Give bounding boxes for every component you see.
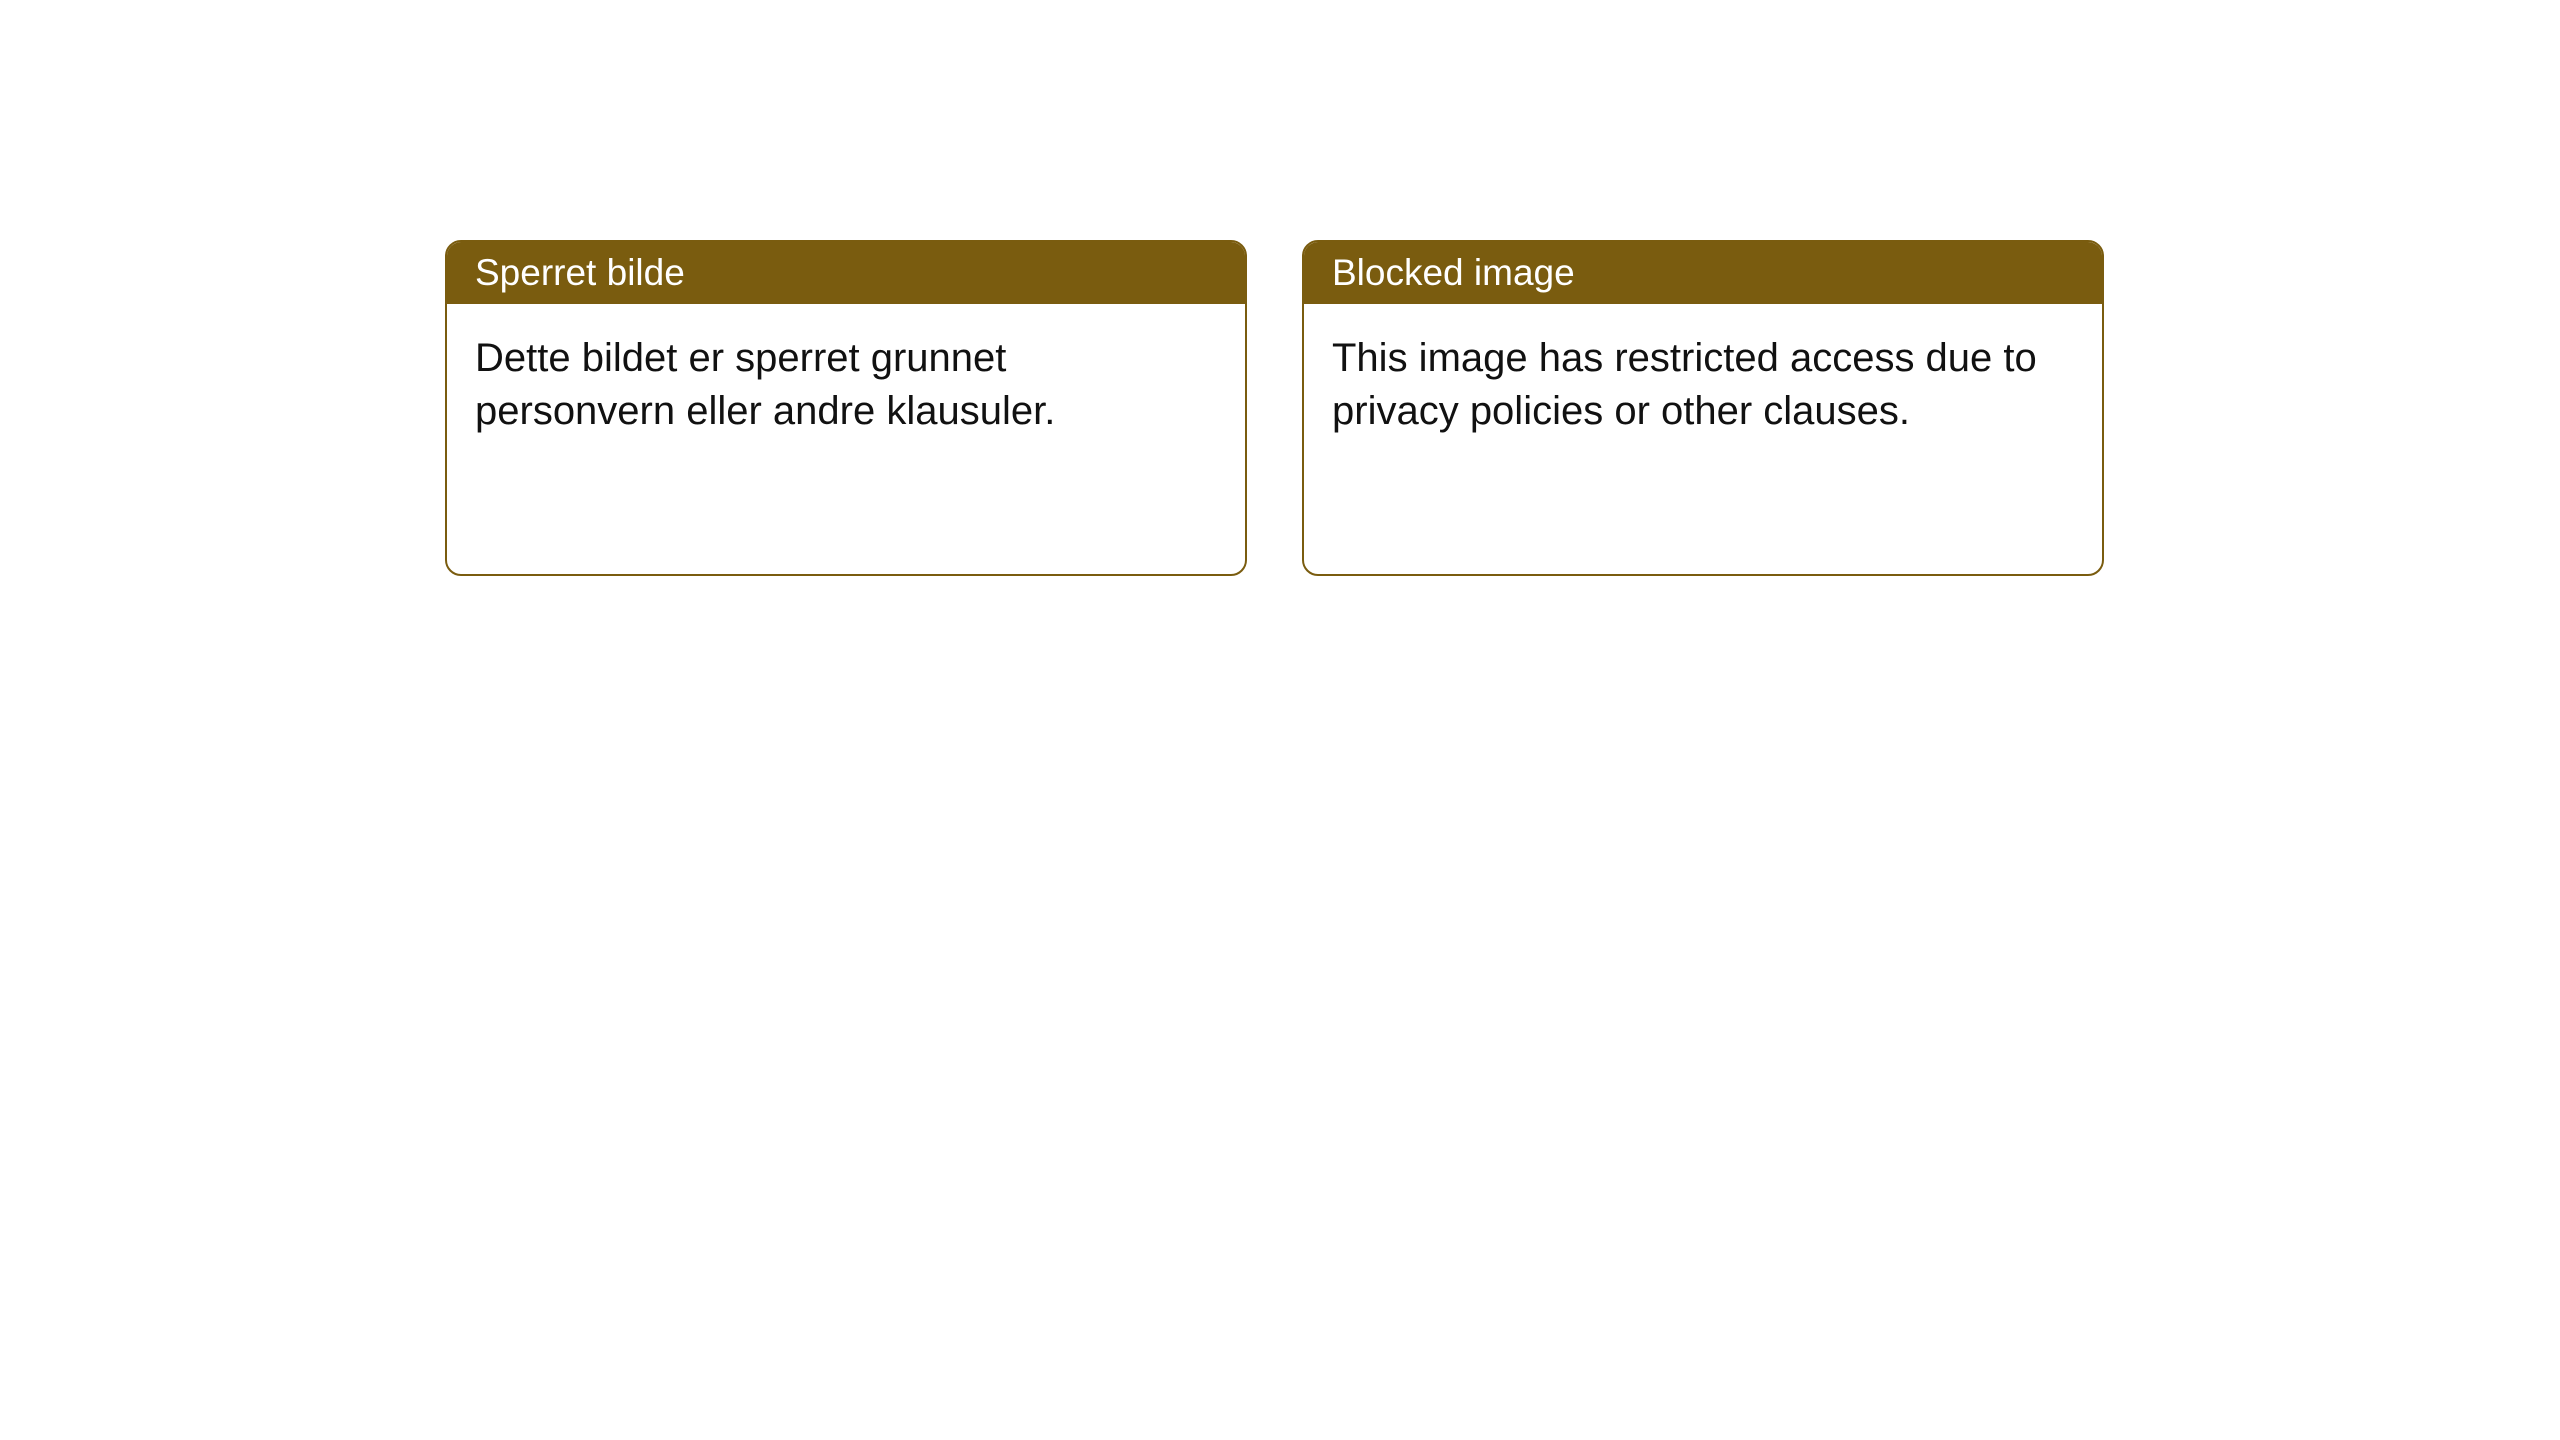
card-header-no: Sperret bilde (447, 242, 1245, 304)
card-text-en: This image has restricted access due to … (1332, 336, 2037, 433)
card-title-no: Sperret bilde (475, 252, 685, 293)
blocked-image-card-en: Blocked image This image has restricted … (1302, 240, 2104, 576)
card-body-en: This image has restricted access due to … (1304, 304, 2102, 574)
card-title-en: Blocked image (1332, 252, 1575, 293)
blocked-image-card-no: Sperret bilde Dette bildet er sperret gr… (445, 240, 1247, 576)
card-header-en: Blocked image (1304, 242, 2102, 304)
card-text-no: Dette bildet er sperret grunnet personve… (475, 336, 1055, 433)
card-body-no: Dette bildet er sperret grunnet personve… (447, 304, 1245, 574)
blocked-image-notices: Sperret bilde Dette bildet er sperret gr… (445, 240, 2104, 576)
